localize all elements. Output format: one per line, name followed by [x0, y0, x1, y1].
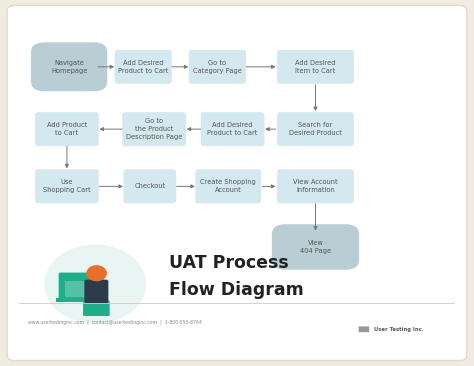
Text: Go to
the Product
Description Page: Go to the Product Description Page [126, 118, 182, 140]
FancyBboxPatch shape [277, 50, 354, 84]
FancyBboxPatch shape [195, 169, 261, 203]
FancyBboxPatch shape [272, 224, 359, 270]
Text: www.usertestinginc.com  |  contact@usertestinginc.com  |  1-800-555-8764: www.usertestinginc.com | contact@usertes… [27, 320, 201, 325]
FancyBboxPatch shape [122, 112, 186, 146]
FancyBboxPatch shape [115, 50, 172, 84]
Text: Flow Diagram: Flow Diagram [169, 281, 304, 299]
Text: Add Product
to Cart: Add Product to Cart [47, 122, 87, 136]
FancyBboxPatch shape [83, 300, 109, 316]
Text: Checkout: Checkout [134, 183, 165, 189]
FancyBboxPatch shape [31, 42, 107, 91]
Text: Navigate
Homepage: Navigate Homepage [51, 60, 87, 74]
FancyBboxPatch shape [84, 280, 109, 303]
FancyBboxPatch shape [35, 169, 99, 203]
FancyBboxPatch shape [359, 326, 369, 332]
FancyBboxPatch shape [201, 112, 264, 146]
FancyBboxPatch shape [277, 112, 354, 146]
Text: Search for
Desired Product: Search for Desired Product [289, 122, 342, 136]
FancyBboxPatch shape [123, 169, 176, 203]
Text: View Account
Information: View Account Information [293, 179, 338, 193]
FancyBboxPatch shape [35, 112, 99, 146]
Text: UAT Process: UAT Process [169, 254, 289, 272]
Text: Add Desired
Item to Cart: Add Desired Item to Cart [295, 60, 336, 74]
Text: Create Shopping
Account: Create Shopping Account [201, 179, 256, 193]
Text: Add Desired
Product to Cart: Add Desired Product to Cart [208, 122, 258, 136]
Circle shape [45, 245, 146, 323]
Circle shape [87, 266, 106, 281]
Text: Go to
Category Page: Go to Category Page [193, 60, 242, 74]
FancyBboxPatch shape [277, 169, 354, 203]
FancyBboxPatch shape [56, 298, 106, 302]
FancyBboxPatch shape [65, 281, 87, 297]
FancyBboxPatch shape [189, 50, 246, 84]
Text: View
404 Page: View 404 Page [300, 240, 331, 254]
Text: Add Desired
Product to Cart: Add Desired Product to Cart [118, 60, 168, 74]
FancyBboxPatch shape [59, 273, 103, 300]
Text: Use
Shopping Cart: Use Shopping Cart [43, 179, 91, 193]
Text: User Testing Inc.: User Testing Inc. [374, 326, 424, 332]
